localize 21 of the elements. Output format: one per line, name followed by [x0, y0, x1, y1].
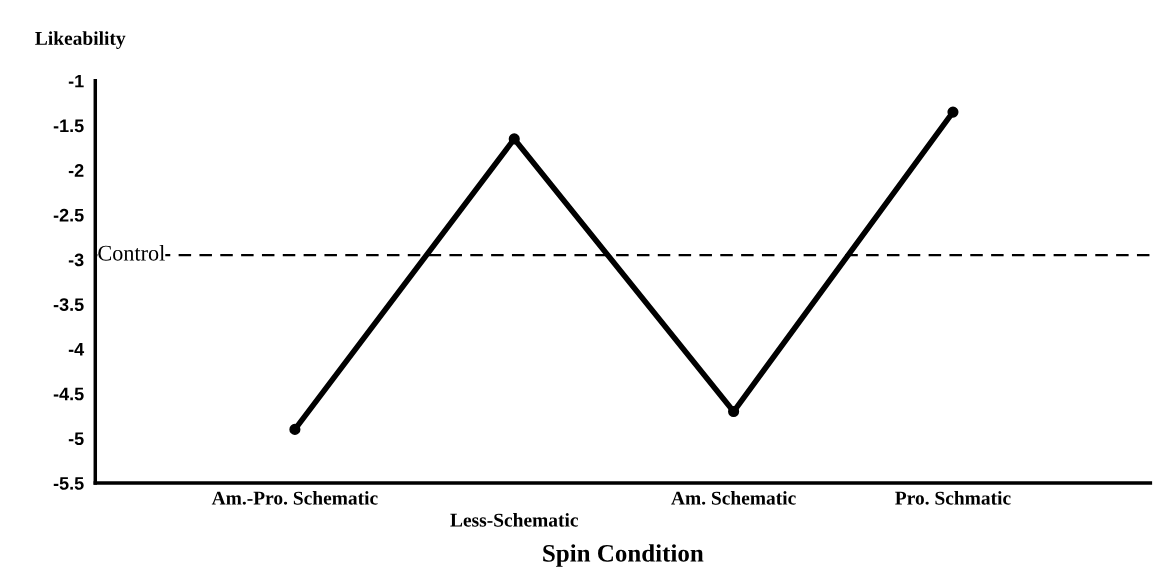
y-tick-label: -4	[68, 343, 85, 356]
y-tick-label: -5	[68, 432, 84, 446]
x-tick-label: Am.-Pro. Schematic	[211, 491, 378, 505]
y-tick-label: -2	[68, 164, 84, 177]
x-tick-label: Am. Schematic	[671, 491, 796, 505]
point	[947, 106, 959, 118]
x-tick-label: Pro. Schmatic	[895, 491, 1011, 505]
y-tick-label: -1.5	[53, 119, 84, 133]
point	[289, 423, 301, 435]
x-axis-title: Spin Condition	[543, 544, 704, 567]
ref-line-label: Control	[98, 245, 165, 261]
x-tick-label: Less-Schematic	[450, 513, 579, 527]
y-tick-label: -5.5	[53, 477, 84, 490]
point	[508, 133, 520, 145]
y-tick-label: -2.5	[53, 208, 84, 222]
y-tick-label: -1	[68, 74, 84, 88]
y-tick-label: -3.5	[53, 298, 84, 312]
y-tick-label: -3	[68, 253, 84, 267]
point	[728, 405, 740, 418]
y-axis-title: Likeability	[35, 31, 126, 49]
y-tick-label: -4.5	[53, 387, 84, 401]
